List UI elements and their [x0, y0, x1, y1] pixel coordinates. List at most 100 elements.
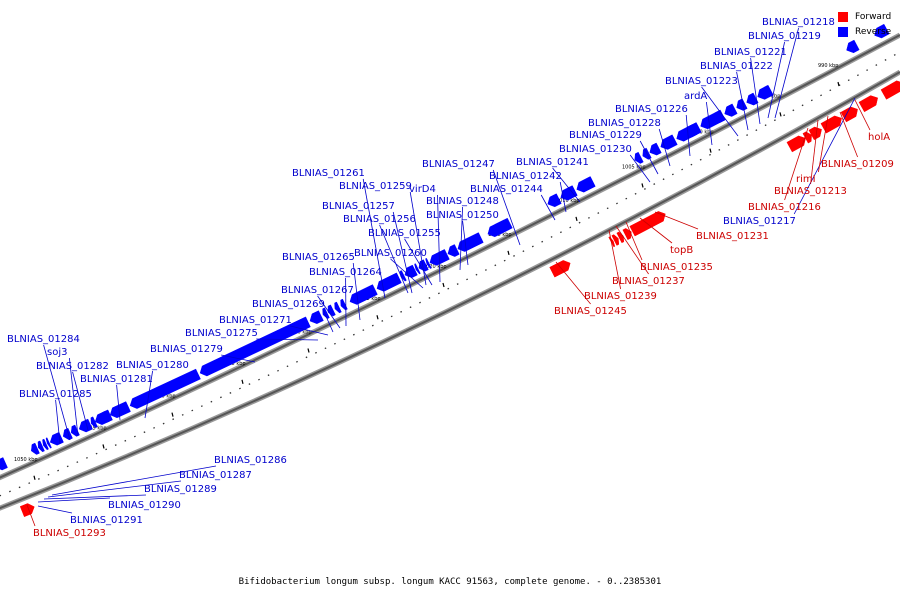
gene-label-BLNIAS_01287[interactable]: BLNIAS_01287: [179, 470, 252, 481]
gene-arrow-BLNIAS_01284[interactable]: [62, 427, 73, 441]
gene-label-BLNIAS_01279[interactable]: BLNIAS_01279: [150, 344, 223, 355]
gene-arrow-BLNIAS_01209[interactable]: [880, 80, 900, 100]
gene-label-ardA[interactable]: ardA: [684, 91, 707, 102]
gene-arrow-BLNIAS_01216[interactable]: [808, 126, 822, 141]
gene-label-BLNIAS_01239[interactable]: BLNIAS_01239: [584, 291, 657, 302]
gene-label-BLNIAS_01223[interactable]: BLNIAS_01223: [665, 76, 738, 87]
gene-arrow-BLNIAS_01287[interactable]: [42, 438, 49, 451]
gene-arrow-BLNIAS_01256[interactable]: [399, 270, 407, 282]
gene-label-BLNIAS_01219[interactable]: BLNIAS_01219: [748, 31, 821, 42]
gene-label-BLNIAS_01247[interactable]: BLNIAS_01247: [422, 159, 495, 170]
gene-arrow-BLNIAS_01293[interactable]: [19, 503, 35, 518]
gene-arrow-extra-0[interactable]: [0, 457, 8, 471]
gene-label-BLNIAS_01230[interactable]: BLNIAS_01230: [559, 144, 632, 155]
gene-label-BLNIAS_01280[interactable]: BLNIAS_01280: [116, 360, 189, 371]
gene-arrow-BLNIAS_01269[interactable]: [327, 304, 336, 317]
gene-label-BLNIAS_01231[interactable]: BLNIAS_01231: [696, 231, 769, 242]
gene-arrow-BLNIAS_01285[interactable]: [49, 431, 64, 446]
gene-label-BLNIAS_01245[interactable]: BLNIAS_01245: [554, 306, 627, 317]
gene-arrow-BLNIAS_01255[interactable]: [425, 257, 432, 269]
gene-label-BLNIAS_01285[interactable]: BLNIAS_01285: [19, 389, 92, 400]
gene-arrow-BLNIAS_01221[interactable]: [746, 92, 759, 106]
gene-arrow-BLNIAS_01244[interactable]: [576, 176, 596, 193]
gene-label-BLNIAS_01267[interactable]: BLNIAS_01267: [281, 285, 354, 296]
gene-arrow-BLNIAS_01250[interactable]: [457, 232, 484, 252]
gene-arrow-BLNIAS_01280[interactable]: [129, 368, 201, 409]
gene-label-BLNIAS_01244[interactable]: BLNIAS_01244: [470, 184, 543, 195]
gene-label-BLNIAS_01241[interactable]: BLNIAS_01241: [516, 157, 589, 168]
gene-label-topB[interactable]: topB: [670, 245, 693, 256]
gene-label-BLNIAS_01250[interactable]: BLNIAS_01250: [426, 210, 499, 221]
gene-label-BLNIAS_01286[interactable]: BLNIAS_01286: [214, 455, 287, 466]
gene-label-rimI[interactable]: rimI: [796, 174, 816, 185]
gene-arrow-BLNIAS_01219[interactable]: [757, 85, 773, 100]
gene-label-BLNIAS_01260[interactable]: BLNIAS_01260: [354, 248, 427, 259]
gene-label-BLNIAS_01271[interactable]: BLNIAS_01271: [219, 315, 292, 326]
gene-label-BLNIAS_01216[interactable]: BLNIAS_01216: [748, 202, 821, 213]
gene-label-BLNIAS_01284[interactable]: BLNIAS_01284: [7, 334, 80, 345]
gene-arrow-BLNIAS_01281[interactable]: [109, 401, 131, 419]
gene-label-BLNIAS_01257[interactable]: BLNIAS_01257: [322, 201, 395, 212]
gene-label-BLNIAS_01293[interactable]: BLNIAS_01293: [33, 528, 106, 539]
gene-label-soj3[interactable]: soj3: [47, 347, 67, 358]
gene-label-BLNIAS_01259[interactable]: BLNIAS_01259: [339, 181, 412, 192]
gene-arrow-extra-3[interactable]: [634, 151, 644, 164]
gene-label-BLNIAS_01269[interactable]: BLNIAS_01269: [252, 299, 325, 310]
gene-arrow-BLNIAS_01226[interactable]: [676, 122, 702, 142]
gene-arrow-BLNIAS_01289[interactable]: [37, 440, 45, 453]
gene-label-BLNIAS_01264[interactable]: BLNIAS_01264: [309, 267, 382, 278]
gene-label-BLNIAS_01242[interactable]: BLNIAS_01242: [489, 171, 562, 182]
gene-arrow-BLNIAS_01217[interactable]: [846, 39, 860, 54]
gene-arrow-BLNIAS_01241[interactable]: [560, 185, 578, 201]
gene-label-BLNIAS_01221[interactable]: BLNIAS_01221: [714, 47, 787, 58]
gene-arrow-extra-2[interactable]: [786, 135, 806, 153]
gene-label-holA[interactable]: holA: [868, 132, 890, 143]
gene-arrow-BLNIAS_01223[interactable]: [724, 103, 738, 117]
gene-label-BLNIAS_01228[interactable]: BLNIAS_01228: [588, 118, 661, 129]
gene-arrow-extra-7[interactable]: [802, 131, 812, 144]
gene-arrow-BLNIAS_01229[interactable]: [649, 142, 662, 156]
gene-arrow-rimI[interactable]: [840, 106, 858, 123]
gene-arrow-BLNIAS_01213[interactable]: [820, 115, 842, 134]
gene-arrow-BLNIAS_01275[interactable]: [309, 310, 324, 324]
gene-arrow-BLNIAS_01247[interactable]: [487, 217, 513, 238]
gene-label-BLNIAS_01235[interactable]: BLNIAS_01235: [640, 262, 713, 273]
gene-label-BLNIAS_01222[interactable]: BLNIAS_01222: [700, 61, 773, 72]
gene-label-BLNIAS_01213[interactable]: BLNIAS_01213: [774, 186, 847, 197]
gene-label-BLNIAS_01248[interactable]: BLNIAS_01248: [426, 196, 499, 207]
gene-arrow-BLNIAS_01282[interactable]: [78, 418, 93, 433]
gene-label-BLNIAS_01289[interactable]: BLNIAS_01289: [144, 484, 217, 495]
gene-label-BLNIAS_01217[interactable]: BLNIAS_01217: [723, 216, 796, 227]
gene-arrow-BLNIAS_01290[interactable]: [31, 442, 40, 455]
gene-arrow-BLNIAS_01279[interactable]: [199, 316, 311, 377]
gene-arrow-BLNIAS_01248[interactable]: [447, 244, 460, 257]
gene-arrow-BLNIAS_01286[interactable]: [45, 437, 52, 449]
gene-label-BLNIAS_01229[interactable]: BLNIAS_01229: [569, 130, 642, 141]
gene-label-BLNIAS_01237[interactable]: BLNIAS_01237: [612, 276, 685, 287]
gene-label-BLNIAS_01290[interactable]: BLNIAS_01290: [108, 500, 181, 511]
gene-arrow-BLNIAS_01239[interactable]: [608, 236, 616, 248]
gene-label-BLNIAS_01209[interactable]: BLNIAS_01209: [821, 159, 894, 170]
gene-arrow-BLNIAS_01222[interactable]: [736, 98, 748, 111]
gene-label-BLNIAS_01281[interactable]: BLNIAS_01281: [80, 374, 153, 385]
gene-label-BLNIAS_01218[interactable]: BLNIAS_01218: [762, 17, 835, 28]
gene-label-BLNIAS_01226[interactable]: BLNIAS_01226: [615, 104, 688, 115]
gene-label-BLNIAS_01265[interactable]: BLNIAS_01265: [282, 252, 355, 263]
gene-label-virD4[interactable]: virD4: [409, 184, 436, 195]
gene-arrow-BLNIAS_01242[interactable]: [547, 193, 562, 208]
gene-label-BLNIAS_01275[interactable]: BLNIAS_01275: [185, 328, 258, 339]
gene-arrow-BLNIAS_01291[interactable]: [94, 410, 110, 425]
gene-arrow-BLNIAS_01264[interactable]: [340, 298, 348, 311]
gene-arrow-BLNIAS_01218[interactable]: [874, 23, 890, 39]
gene-label-BLNIAS_01282[interactable]: BLNIAS_01282: [36, 361, 109, 372]
gene-arrow-BLNIAS_01235[interactable]: [616, 231, 625, 244]
gene-arrow-BLNIAS_01260[interactable]: [414, 263, 421, 275]
gene-arrow-holA[interactable]: [858, 95, 878, 113]
gene-label-BLNIAS_01255[interactable]: BLNIAS_01255: [368, 228, 441, 239]
gene-arrow-BLNIAS_01265[interactable]: [349, 284, 378, 305]
gene-arrow-BLNIAS_01267[interactable]: [334, 301, 342, 314]
gene-label-BLNIAS_01261[interactable]: BLNIAS_01261: [292, 168, 365, 179]
gene-arrow-BLNIAS_01237[interactable]: [611, 234, 620, 246]
gene-label-BLNIAS_01291[interactable]: BLNIAS_01291: [70, 515, 143, 526]
gene-label-BLNIAS_01256[interactable]: BLNIAS_01256: [343, 214, 416, 225]
